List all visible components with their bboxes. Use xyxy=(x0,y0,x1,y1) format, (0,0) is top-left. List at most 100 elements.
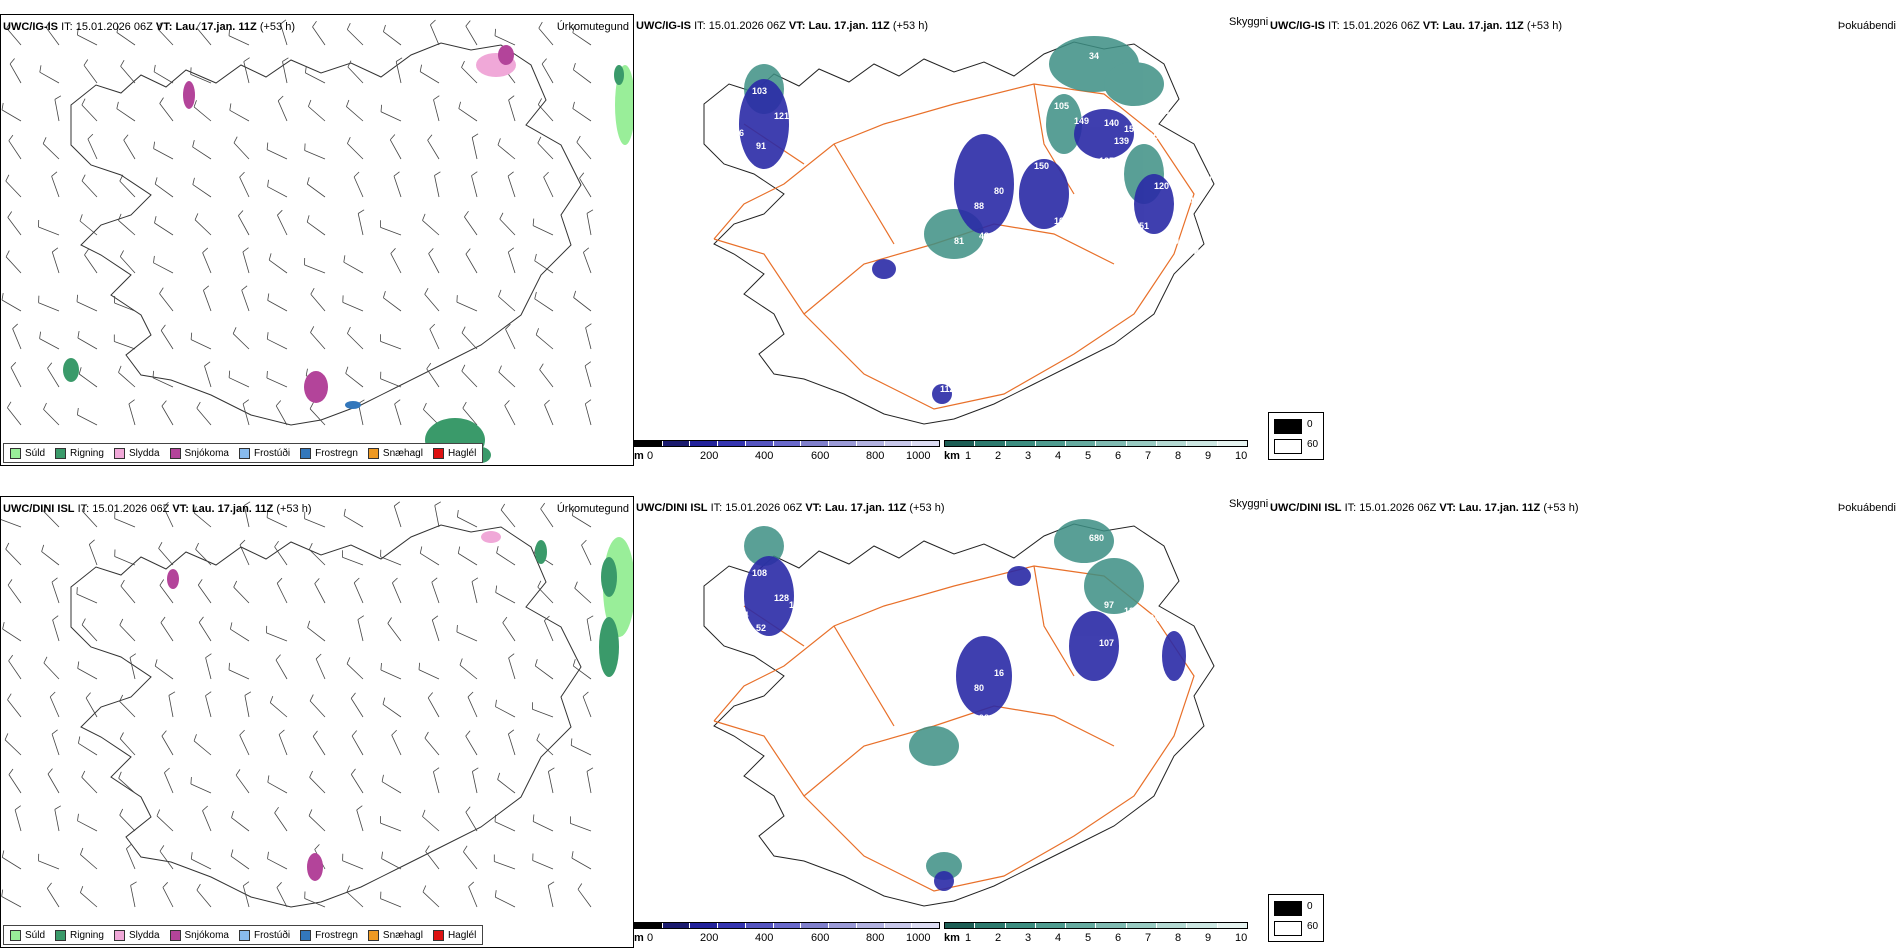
wind-barb xyxy=(159,103,174,122)
wind-barb-flag xyxy=(422,809,426,817)
wind-barb xyxy=(346,663,364,680)
height-label: 91 xyxy=(1124,206,1134,216)
wind-barb xyxy=(380,111,402,122)
wind-barb xyxy=(274,546,288,566)
visibility-tick: 5 xyxy=(1085,450,1092,462)
wind-barb-flag xyxy=(572,659,576,667)
wind-barb-flag xyxy=(1,102,4,110)
wind-barb-flag xyxy=(231,810,234,818)
wind-barb-flag xyxy=(277,95,284,102)
wind-barb xyxy=(393,505,402,528)
wind-barb-flag xyxy=(495,699,497,707)
height-label: 132 xyxy=(1179,583,1194,593)
wind-barb-flag xyxy=(232,327,237,334)
wind-barb-flag xyxy=(570,738,573,746)
wind-barb xyxy=(45,27,60,46)
wind-barb xyxy=(308,106,326,122)
wind-barb-flag xyxy=(576,135,581,143)
wind-barb xyxy=(586,619,592,642)
wind-barb-flag xyxy=(534,659,538,667)
wind-barb-flag xyxy=(347,326,351,334)
wind-barb-flag xyxy=(160,616,166,623)
wind-barb xyxy=(120,66,136,84)
wind-barb-flag xyxy=(457,510,459,518)
height-label: 48 xyxy=(979,231,989,241)
wind-barb xyxy=(471,581,478,604)
precip-legend-top: Súld Rigning Slydda Snjókoma Frostúði Fr… xyxy=(3,443,484,463)
wind-barb-flag xyxy=(353,577,360,584)
wind-barb-flag xyxy=(1,850,5,858)
wind-barb-flag xyxy=(266,370,268,379)
wind-barb xyxy=(309,408,326,426)
wind-barb xyxy=(497,779,516,794)
wind-barb-flag xyxy=(392,577,398,584)
wind-barb xyxy=(346,891,364,908)
wind-barb xyxy=(154,665,174,680)
panel-title: UWC/IG-IS IT: 15.01.2026 06Z VT: Lau. 17… xyxy=(636,20,929,32)
wind-barb-flag xyxy=(159,287,164,294)
wind-barb xyxy=(47,773,60,794)
wind-barb-flag xyxy=(77,407,79,415)
wind-barb-flag xyxy=(52,247,59,253)
wind-barb xyxy=(461,370,478,388)
wind-barb xyxy=(114,341,136,350)
wind-barb-flag xyxy=(537,98,543,105)
wind-barb xyxy=(42,143,60,160)
wind-barb xyxy=(41,551,60,566)
wind-barb xyxy=(84,254,98,274)
wind-barbs-top xyxy=(1,19,594,426)
height-label: 34 xyxy=(1089,51,1099,61)
wind-barb xyxy=(77,414,98,426)
wind-barb xyxy=(537,142,554,160)
wind-barb xyxy=(346,106,364,122)
wind-barb-flag xyxy=(539,363,544,370)
wind-barb xyxy=(54,809,60,832)
wind-barb-flag xyxy=(382,697,386,705)
wind-barb-flag xyxy=(190,776,192,785)
height-label: 91 xyxy=(756,141,766,151)
wind-barb-flag xyxy=(345,366,349,374)
wind-barb-flag xyxy=(81,98,86,106)
wind-barb-flag xyxy=(424,288,429,295)
wind-barb xyxy=(153,71,174,84)
field-name-cloud: Skyggni xyxy=(1229,498,1269,510)
legend-item: Súld xyxy=(10,929,45,941)
wind-barb xyxy=(427,697,440,718)
wind-barb xyxy=(465,253,478,274)
wind-barb-flag xyxy=(202,805,208,811)
legend-item: Snjókoma xyxy=(169,447,229,459)
wind-barb-flag xyxy=(343,508,346,516)
fog-legend-low: 60 xyxy=(1307,439,1319,450)
wind-barb-flag xyxy=(274,806,279,814)
wind-barb-flag xyxy=(381,774,384,782)
wind-barb xyxy=(463,851,478,870)
wind-barb xyxy=(49,696,60,718)
wind-barb-flag xyxy=(314,578,320,584)
wind-barb-flag xyxy=(52,615,59,621)
wind-barb-flag xyxy=(78,736,81,744)
height-label: 121 xyxy=(774,111,789,121)
wind-barb xyxy=(500,509,516,528)
wind-barb xyxy=(81,510,98,528)
visibility-tick: 3 xyxy=(1025,932,1032,944)
wind-barb xyxy=(78,373,98,388)
wind-barb-flag xyxy=(14,805,21,811)
wind-barb xyxy=(8,660,22,680)
wind-barb xyxy=(538,104,554,122)
legend-item: Haglél xyxy=(432,929,476,941)
wind-barb-flag xyxy=(126,843,132,849)
wind-barb xyxy=(342,556,364,566)
height-tick: 200 xyxy=(700,932,719,944)
wind-barb-flag xyxy=(190,332,193,340)
wind-barb-flag xyxy=(395,57,403,62)
wind-barb xyxy=(433,771,440,794)
wind-barb xyxy=(275,405,288,426)
wind-barb-flag xyxy=(157,22,162,30)
wind-barb xyxy=(431,619,440,642)
wind-barb xyxy=(544,404,554,426)
wind-barb xyxy=(304,264,326,274)
wind-barb xyxy=(14,809,22,832)
legend-item: Snæhagl xyxy=(367,447,423,459)
wind-barb-flag xyxy=(12,323,18,329)
wind-barb xyxy=(353,176,364,198)
